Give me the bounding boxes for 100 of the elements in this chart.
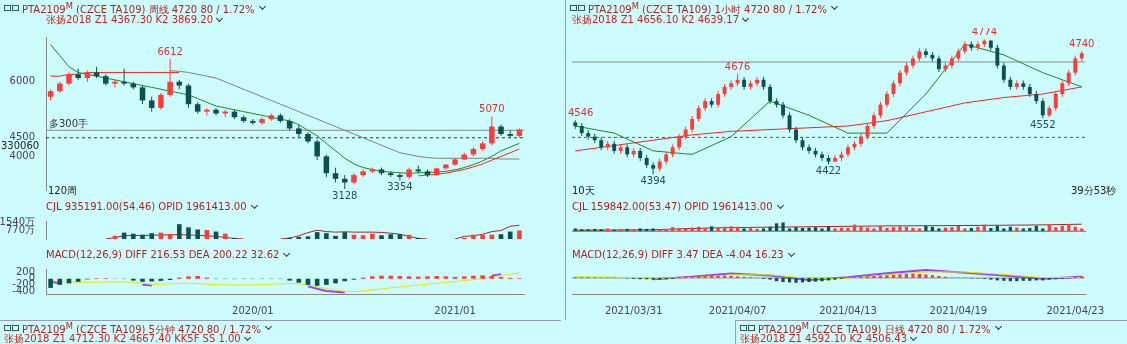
bar: [333, 235, 338, 239]
bar: [839, 228, 844, 231]
chart-subtitle: 张扬2018 Z1 4656.10 K2 4639.17: [572, 14, 739, 25]
candlestick: [507, 129, 513, 139]
bar: [342, 232, 348, 239]
candlestick: [222, 109, 229, 118]
bar: [296, 236, 302, 239]
bar: [1041, 228, 1045, 231]
y-tick-label: 4500: [9, 131, 35, 143]
bar: [794, 227, 798, 231]
x-tick-label: 2020/01: [232, 304, 274, 316]
bar: [480, 234, 485, 239]
bar: [742, 228, 746, 231]
bar: [324, 233, 329, 239]
bar: [885, 228, 889, 231]
bar: [989, 228, 993, 231]
bar: [774, 223, 779, 231]
bar: [671, 227, 675, 231]
text: 3354: [387, 181, 413, 193]
text: 3128: [332, 189, 358, 201]
y-tick-label: 4000: [9, 150, 35, 162]
text: 张扬2018 Z1 4712.30 K2 4667.40 KK5F SS 1.00: [4, 333, 241, 344]
y-tick-label: 770万: [5, 224, 35, 236]
bar: [891, 227, 896, 231]
chart-title: PTA2109$^{M}$ (CZCE TA109) 1小时 4720 80 / 1.72%: [588, 1, 827, 16]
bar: [1080, 228, 1084, 231]
x-tick-label: 2021/04/13: [819, 304, 877, 316]
annotation: 120周: [48, 185, 78, 196]
text: 39分53秒: [1071, 185, 1117, 196]
bar: [813, 227, 818, 231]
bar: [820, 228, 824, 231]
x-tick-label: 2021/04/19: [929, 304, 988, 316]
bar: [1028, 228, 1032, 231]
bar: [370, 233, 375, 239]
bar: [606, 228, 610, 231]
bar: [800, 228, 805, 231]
bar: [471, 234, 476, 239]
bar: [969, 228, 973, 231]
bar: [924, 225, 928, 231]
bar: [898, 226, 902, 231]
bar: [149, 233, 155, 239]
bar: [833, 228, 837, 231]
text: 4740: [1069, 37, 1095, 49]
bar: [872, 228, 876, 231]
bar: [787, 228, 792, 231]
bar: [729, 226, 733, 231]
bar: [917, 228, 922, 231]
text: 10天: [572, 185, 595, 196]
text: 4774: [971, 25, 998, 37]
bar: [859, 226, 863, 231]
bar: [807, 227, 811, 231]
text: 4546: [568, 106, 594, 118]
bar: [846, 228, 850, 231]
chart-title: MACD(12,26,9) DIFF 3.47 DEA -4.04 16.23: [572, 249, 784, 260]
bar: [573, 228, 577, 231]
bar: [716, 227, 720, 231]
candlestick: [102, 73, 109, 87]
bar: [397, 234, 403, 239]
bar: [950, 227, 954, 231]
bar: [781, 222, 785, 231]
text: 6612: [157, 45, 183, 57]
chart-subtitle: 张扬2018 Z1 4367.30 K2 3869.20: [46, 14, 214, 25]
bar: [507, 231, 513, 239]
text: 张扬2018 Z1 4592.10 K2 4506.43: [740, 333, 908, 344]
bar: [651, 228, 655, 231]
bar: [677, 228, 681, 231]
bar: [167, 234, 173, 239]
x-tick-label: 2021/01: [434, 304, 476, 316]
bar: [761, 228, 766, 231]
bar: [703, 228, 707, 231]
candlestick: [268, 113, 274, 122]
bar: [195, 229, 200, 239]
candlestick: [341, 174, 348, 190]
bar: [638, 228, 642, 231]
candlestick: [75, 68, 81, 81]
bar: [1054, 227, 1058, 231]
text: 5070: [479, 103, 505, 115]
bar: [186, 227, 191, 239]
bar: [1021, 228, 1025, 231]
bar: [963, 228, 967, 231]
bar: [388, 234, 394, 239]
x-tick-label: 2021/04/23: [1046, 304, 1105, 316]
text: 330060: [1, 140, 40, 151]
bar: [176, 224, 182, 239]
bar: [498, 234, 504, 239]
candlestick: [314, 139, 320, 161]
bar: [131, 233, 136, 239]
x-tick-label: 2021/03/31: [604, 304, 663, 316]
bar: [305, 236, 311, 239]
bar: [768, 226, 772, 231]
bar: [709, 226, 714, 231]
bar: [379, 235, 384, 239]
x-tick-label: 2021/04/07: [708, 304, 767, 316]
ref-line-label: 多300手: [49, 117, 89, 129]
text: 4394: [640, 174, 666, 186]
chart-title: CJL 159842.00(53.47) OPID 1961413.00: [572, 201, 773, 212]
text: 4552: [1030, 118, 1056, 130]
bar: [1002, 228, 1006, 231]
bar: [360, 235, 366, 239]
bar: [755, 228, 759, 231]
